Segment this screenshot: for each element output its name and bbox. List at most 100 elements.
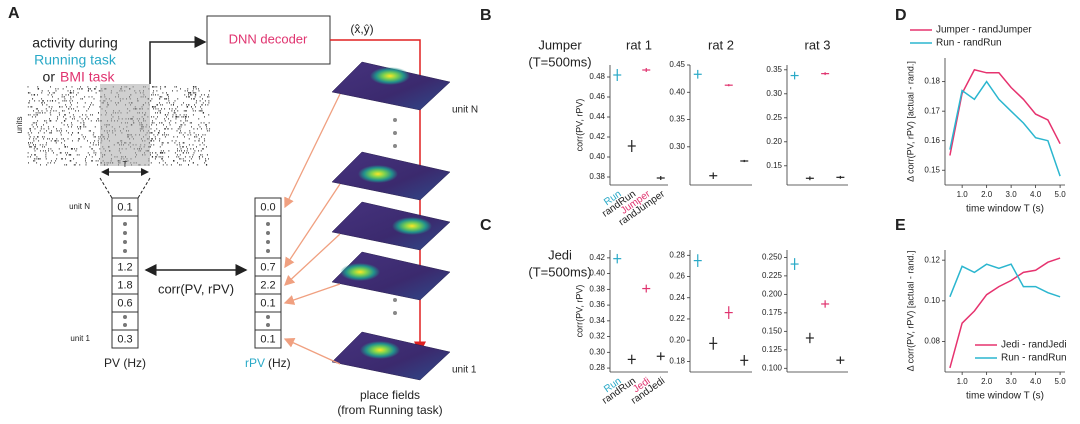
y-tick-label: 0.10	[924, 296, 940, 305]
panel-letter: E	[895, 217, 906, 234]
panel-letter: A	[8, 5, 20, 22]
y-tick-label: 0.22	[669, 314, 685, 323]
dot	[393, 311, 397, 315]
dot	[123, 249, 127, 253]
caption: activity during	[32, 35, 118, 51]
unit-label: unit N	[69, 202, 90, 211]
y-tick-label: 0.40	[589, 152, 605, 161]
legend-label: Run - randRun	[936, 38, 1002, 49]
y-tick-label: 0.38	[589, 284, 605, 293]
dot	[266, 249, 270, 253]
y-axis-label: Δ corr(PV, rPV) [actual - rand.]	[905, 61, 915, 182]
value: 2.2	[260, 279, 275, 291]
chart-title: rat 1	[626, 37, 652, 52]
decoder-label: DNN decoder	[229, 31, 308, 46]
y-tick-label: 0.30	[669, 142, 685, 151]
caption: place fields	[360, 388, 420, 402]
corr-label: corr(PV, rPV)	[158, 281, 234, 296]
dashed	[99, 177, 151, 199]
series-line	[949, 263, 1061, 298]
row-label: (T=500ms)	[528, 54, 591, 69]
dot	[393, 298, 397, 302]
series-line	[949, 68, 1061, 156]
x-tick-label: 2.0	[981, 190, 993, 199]
caption: Running task	[34, 52, 117, 68]
x-tick-label: 1.0	[957, 377, 969, 386]
y-tick-label: 0.28	[669, 250, 685, 259]
projection-arrow	[284, 183, 341, 269]
column-label: (Hz)	[268, 356, 291, 370]
chart-title: rat 3	[804, 37, 830, 52]
legend-label: Run - randRun	[1001, 353, 1067, 364]
y-tick-label: 0.34	[589, 316, 605, 325]
y-tick-label: 0.20	[766, 137, 782, 146]
y-tick-label: 0.200	[762, 289, 783, 298]
dots-box	[111, 311, 139, 331]
y-tick-label: 0.46	[589, 92, 605, 101]
dot	[266, 222, 270, 226]
x-tick-label: 2.0	[981, 377, 993, 386]
y-tick-label: 0.44	[589, 112, 605, 121]
field-peak	[340, 263, 380, 281]
y-tick-label: 0.150	[762, 326, 783, 335]
legend-label: Jumper - randJumper	[936, 25, 1032, 36]
x-tick-label: 3.0	[1006, 190, 1018, 199]
y-tick-label: 0.35	[669, 115, 685, 124]
x-tick-label: 1.0	[957, 190, 969, 199]
caption: (from Running task)	[337, 403, 442, 417]
y-tick-label: 0.20	[669, 335, 685, 344]
row-label: (T=500ms)	[528, 264, 591, 279]
projection-arrow	[283, 338, 341, 365]
y-tick-label: 0.15	[924, 165, 940, 174]
y-tick-label: 0.35	[766, 65, 782, 74]
y-tick-label: 0.08	[924, 337, 940, 346]
y-tick-label: 0.250	[762, 253, 783, 262]
panel-letter: B	[480, 7, 492, 24]
y-tick-label: 0.30	[589, 347, 605, 356]
place-field	[331, 201, 451, 251]
y-tick-label: 0.25	[766, 113, 782, 122]
y-tick-label: 0.38	[589, 172, 605, 181]
y-tick-label: 0.26	[669, 272, 685, 281]
unit-label: unit 1	[70, 334, 90, 343]
y-tick-label: 0.36	[589, 300, 605, 309]
value: 0.3	[117, 333, 132, 345]
dot	[266, 323, 270, 327]
x-tick-label: 3.0	[1006, 377, 1018, 386]
y-tick-label: 0.42	[589, 132, 605, 141]
y-tick-label: 0.18	[669, 357, 685, 366]
dot	[266, 231, 270, 235]
y-tick-label: 0.17	[924, 106, 940, 115]
dots-box	[254, 311, 282, 331]
y-tick-label: 0.30	[766, 89, 782, 98]
window-box	[100, 84, 150, 166]
dot	[123, 231, 127, 235]
value: 1.8	[117, 279, 132, 291]
unit-label: unit 1	[452, 365, 477, 376]
value: 0.0	[260, 201, 275, 213]
window-label: T	[123, 160, 128, 169]
dot	[123, 323, 127, 327]
field-peak	[370, 67, 410, 85]
y-tick-label: 0.40	[669, 87, 685, 96]
y-tick-label: 0.48	[589, 72, 605, 81]
caption: or	[43, 69, 56, 85]
dot	[266, 315, 270, 319]
series-line	[949, 257, 1061, 369]
column-label: rPV	[245, 356, 265, 370]
chart-title: rat 2	[708, 37, 734, 52]
series-line	[949, 80, 1061, 177]
dot	[123, 240, 127, 244]
y-tick-label: 0.125	[762, 345, 783, 354]
legend-label: Jedi - randJedi	[1001, 340, 1067, 351]
dot	[266, 240, 270, 244]
x-tick-label: 5.0	[1055, 190, 1067, 199]
projection-arrow	[284, 233, 341, 286]
y-tick-label: 0.225	[762, 271, 783, 280]
place-field	[331, 61, 451, 111]
y-tick-label: 0.28	[589, 363, 605, 372]
y-tick-label: 0.18	[924, 77, 940, 86]
y-tick-label: 0.100	[762, 363, 783, 372]
value: 0.7	[260, 261, 275, 273]
y-tick-label: 0.32	[589, 332, 605, 341]
